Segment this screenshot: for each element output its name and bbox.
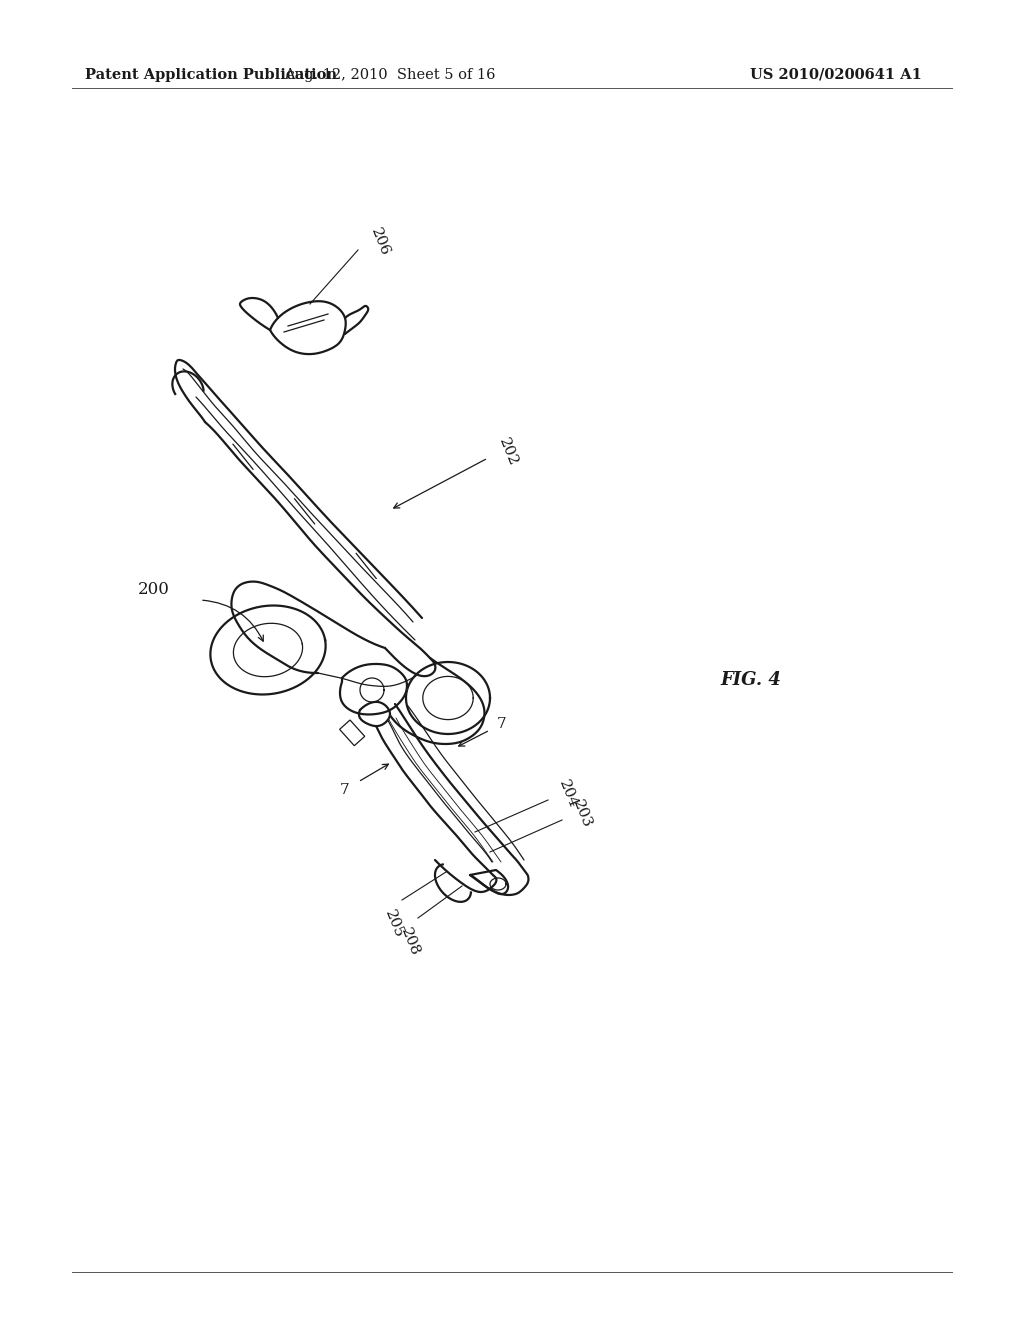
Text: 208: 208 [398, 927, 422, 958]
Text: Patent Application Publication: Patent Application Publication [85, 69, 337, 82]
Text: 202: 202 [496, 436, 520, 469]
Polygon shape [470, 870, 508, 894]
Bar [340, 719, 365, 746]
Text: 7: 7 [340, 783, 350, 797]
Text: 206: 206 [368, 226, 392, 259]
Text: 205: 205 [382, 908, 406, 940]
Text: FIG. 4: FIG. 4 [720, 671, 781, 689]
Text: 200: 200 [138, 582, 170, 598]
Text: US 2010/0200641 A1: US 2010/0200641 A1 [750, 69, 922, 82]
Text: 7: 7 [498, 717, 507, 731]
Polygon shape [270, 301, 346, 354]
Text: 204: 204 [556, 777, 580, 810]
Polygon shape [340, 664, 407, 714]
Polygon shape [359, 702, 390, 726]
Text: Aug. 12, 2010  Sheet 5 of 16: Aug. 12, 2010 Sheet 5 of 16 [285, 69, 496, 82]
Text: 203: 203 [570, 797, 594, 830]
